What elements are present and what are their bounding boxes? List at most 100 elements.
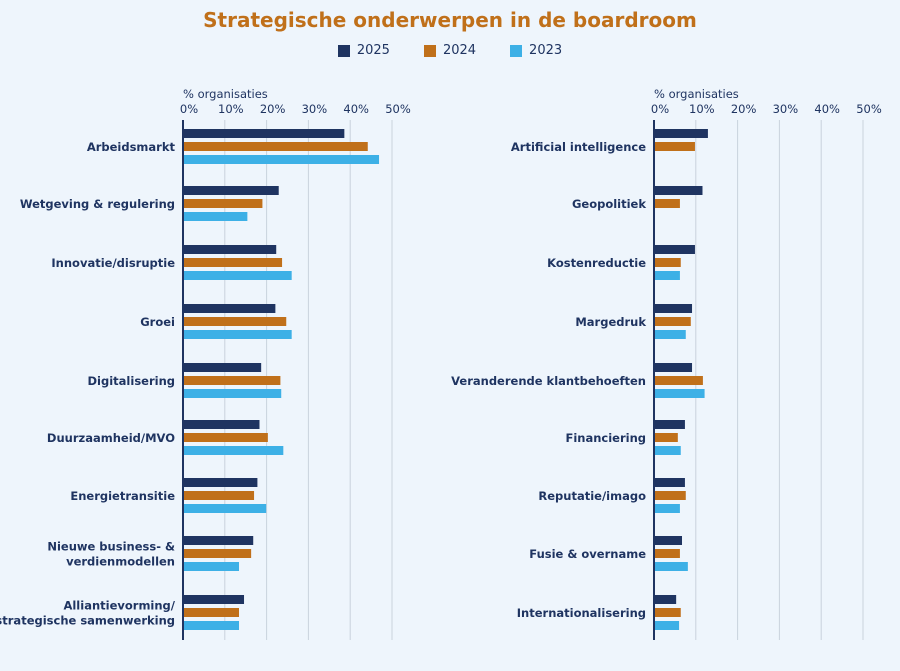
bar-2024 <box>183 199 263 208</box>
bar-2025 <box>183 304 276 313</box>
legend-item-2023: 2023 <box>510 43 562 58</box>
category-label: verdienmodellen <box>66 555 175 569</box>
bar-2025 <box>183 536 254 545</box>
bar-2023 <box>654 271 680 280</box>
bar-2024 <box>654 608 681 617</box>
x-tick-label: 0% <box>651 102 669 116</box>
bar-2024 <box>183 142 368 151</box>
bar-2023 <box>183 212 248 221</box>
bar-2024 <box>654 376 703 385</box>
bar-2023 <box>183 504 267 513</box>
bar-2025 <box>183 420 260 429</box>
bar-2023 <box>183 330 292 339</box>
legend-label: 2024 <box>442 43 477 58</box>
legend-swatch <box>337 44 350 57</box>
bar-2025 <box>183 363 262 372</box>
bar-2025 <box>654 304 693 313</box>
bar-2025 <box>183 478 258 487</box>
legend-item-2025: 2025 <box>337 43 390 58</box>
bar-2024 <box>654 142 695 151</box>
bar-2025 <box>654 129 708 138</box>
category-label: Reputatie/imago <box>538 489 646 503</box>
x-tick-label: 0% <box>180 102 198 116</box>
bar-2023 <box>654 562 688 571</box>
bar-2023 <box>183 389 282 398</box>
bar-2023 <box>183 155 380 164</box>
x-tick-label: 30% <box>773 102 799 116</box>
bar-2025 <box>654 363 693 372</box>
legend-swatch <box>423 44 436 57</box>
x-tick-label: 40% <box>814 102 840 116</box>
bar-2025 <box>654 245 695 254</box>
legend: 2025 2024 2023 <box>0 43 900 58</box>
x-tick-label: 10% <box>218 102 244 116</box>
bar-2024 <box>654 433 678 442</box>
bar-2024 <box>183 258 283 267</box>
bar-2024 <box>654 258 681 267</box>
bar-2023 <box>183 446 284 455</box>
bar-2023 <box>654 504 680 513</box>
legend-label: 2023 <box>529 43 563 58</box>
bar-2024 <box>183 491 255 500</box>
category-label: Financiering <box>565 431 646 445</box>
category-label: Geopolitiek <box>572 197 646 211</box>
bar-2025 <box>654 478 685 487</box>
bar-2025 <box>654 186 703 195</box>
x-tick-label: 50% <box>385 102 411 116</box>
bar-2025 <box>183 186 279 195</box>
bar-2023 <box>654 389 705 398</box>
bar-2024 <box>654 317 691 326</box>
category-label: Veranderende klantbehoeften <box>451 374 646 388</box>
category-label: Artificial intelligence <box>511 140 646 154</box>
x-tick-label: 20% <box>731 102 757 116</box>
bar-2025 <box>183 245 277 254</box>
bar-2024 <box>183 608 240 617</box>
category-label: Margedruk <box>575 315 646 329</box>
bar-2025 <box>654 595 677 604</box>
bar-2025 <box>654 420 685 429</box>
x-tick-label: 50% <box>856 102 882 116</box>
bar-2025 <box>183 129 345 138</box>
category-label: Wetgeving & regulering <box>20 197 175 211</box>
bar-2023 <box>183 562 240 571</box>
bar-2024 <box>183 549 252 558</box>
bar-2024 <box>654 491 686 500</box>
category-label: Internationalisering <box>517 606 646 620</box>
legend-label: 2025 <box>356 43 390 58</box>
category-label: Digitalisering <box>88 374 175 388</box>
x-axis-label: % organisaties <box>183 87 268 101</box>
chart-title: Strategische onderwerpen in de boardroom <box>203 8 697 32</box>
category-label: Kostenreductie <box>547 256 646 270</box>
bar-2025 <box>654 536 683 545</box>
category-label: Duurzaamheid/MVO <box>47 431 175 445</box>
category-label: Alliantievorming/ <box>63 599 175 613</box>
x-tick-label: 10% <box>689 102 715 116</box>
bar-2023 <box>654 446 681 455</box>
x-tick-label: 30% <box>302 102 328 116</box>
category-label: Innovatie/disruptie <box>51 256 175 270</box>
category-label: Arbeidsmarkt <box>87 140 176 154</box>
legend-swatch <box>510 44 523 57</box>
bar-2024 <box>183 433 268 442</box>
bar-2024 <box>183 376 281 385</box>
x-axis-label: % organisaties <box>654 87 739 101</box>
bar-2025 <box>183 595 245 604</box>
bar-2023 <box>183 621 240 630</box>
category-label: Fusie & overname <box>529 547 646 561</box>
category-label: Energietransitie <box>70 489 175 503</box>
category-label: Groei <box>140 315 175 329</box>
bar-2023 <box>654 330 686 339</box>
category-label: strategische samenwerking <box>0 614 175 628</box>
legend-item-2024: 2024 <box>423 43 477 58</box>
x-tick-label: 20% <box>260 102 286 116</box>
bar-2023 <box>654 621 680 630</box>
bar-2023 <box>183 271 292 280</box>
bar-2024 <box>654 549 680 558</box>
bar-2024 <box>183 317 287 326</box>
bar-2024 <box>654 199 680 208</box>
x-tick-label: 40% <box>343 102 369 116</box>
category-label: Nieuwe business- & <box>47 540 175 554</box>
